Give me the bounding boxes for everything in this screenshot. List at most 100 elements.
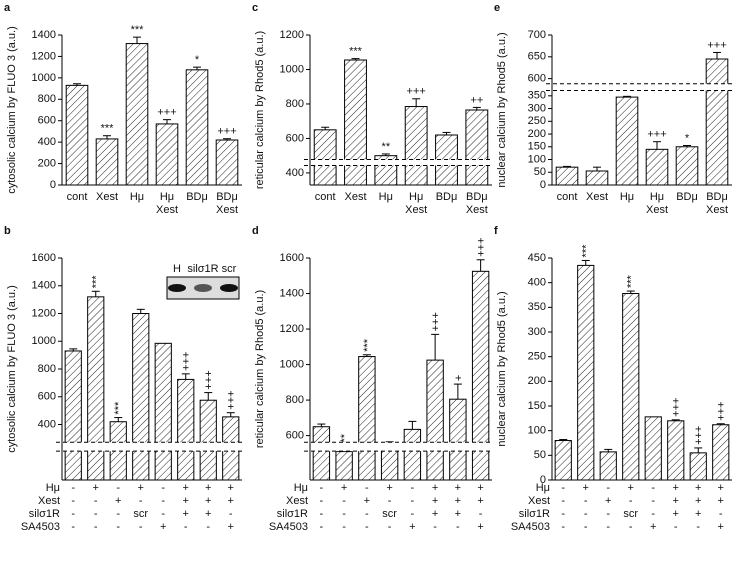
condition-value: + (364, 495, 370, 507)
condition-value: + (228, 521, 234, 533)
condition-name: Hμ (294, 482, 308, 494)
x-tick-label: cont (315, 191, 336, 203)
condition-value: + (432, 482, 438, 494)
condition-value: + (160, 521, 166, 533)
condition-value: - (629, 521, 633, 533)
condition-value: - (342, 521, 346, 533)
condition-value: - (651, 495, 655, 507)
bar (449, 398, 467, 481)
condition-value: - (584, 508, 588, 520)
condition-value: - (94, 521, 98, 533)
condition-value: + (673, 495, 679, 507)
blot-band (194, 284, 212, 292)
y-tick-label: 1000 (280, 63, 304, 75)
x-tick-label: Xest (646, 204, 668, 216)
bar (689, 452, 707, 481)
condition-value: + (695, 482, 701, 494)
condition-name: SA4503 (269, 521, 308, 533)
bar (87, 296, 105, 481)
bar (215, 139, 239, 186)
bar (335, 451, 353, 481)
bar (313, 129, 337, 186)
condition-value: + (138, 482, 144, 494)
x-tick-label: BDμ (676, 191, 698, 203)
condition-value: + (477, 482, 483, 494)
condition-value: - (606, 521, 610, 533)
condition-value: + (628, 482, 634, 494)
condition-value: - (71, 508, 75, 520)
condition-value: + (477, 521, 483, 533)
panel-letter: e (494, 2, 500, 14)
condition-value: + (583, 482, 589, 494)
condition-value: - (561, 495, 565, 507)
condition-value: + (205, 495, 211, 507)
condition-value: - (411, 495, 415, 507)
y-tick-label: 50 (534, 166, 546, 178)
x-tick-label: Xest (96, 191, 118, 203)
condition-value: + (183, 508, 189, 520)
bar (199, 399, 217, 481)
condition-value: - (116, 521, 120, 533)
y-tick-label: 1400 (32, 29, 56, 41)
condition-value: + (409, 521, 415, 533)
y-tick-label: 800 (38, 93, 56, 105)
y-tick-label: 650 (528, 51, 546, 63)
y-tick-label: 600 (38, 115, 56, 127)
bar (615, 96, 639, 186)
x-tick-label: Xest (216, 204, 238, 216)
condition-value: - (94, 508, 98, 520)
condition-value: + (228, 482, 234, 494)
x-tick-label: BDμ (436, 191, 458, 203)
condition-value: - (116, 508, 120, 520)
condition-value: - (71, 482, 75, 494)
significance: * (685, 132, 690, 144)
axis-break (304, 442, 492, 452)
condition-value: - (561, 521, 565, 533)
x-tick-label: Hμ (379, 191, 393, 203)
condition-value: - (584, 521, 588, 533)
y-tick-label: 200 (528, 128, 546, 140)
bar (312, 426, 331, 481)
x-tick-label: Xest (706, 204, 728, 216)
y-tick-label: 1400 (280, 287, 304, 299)
condition-value: + (673, 508, 679, 520)
bar (125, 43, 149, 186)
condition-value: - (584, 495, 588, 507)
significance: *** (626, 274, 638, 288)
x-tick-label: Xest (344, 191, 366, 203)
significance: +++ (707, 39, 726, 51)
y-tick-label: 1400 (32, 280, 56, 292)
y-tick-label: 1200 (32, 50, 56, 62)
y-tick-label: 0 (540, 179, 546, 191)
x-tick-label: Xest (586, 191, 608, 203)
condition-value: - (320, 508, 324, 520)
bar (555, 166, 579, 186)
bar (404, 106, 428, 186)
panel-letter: f (494, 225, 498, 237)
axis-break (304, 159, 492, 166)
bar (426, 359, 444, 481)
blot-band (220, 284, 238, 292)
x-tick-label: cont (67, 191, 88, 203)
condition-value: - (71, 495, 75, 507)
significance: *** (349, 46, 363, 58)
significance: +++ (157, 107, 176, 119)
x-tick-label: cont (557, 191, 578, 203)
bar (380, 448, 399, 481)
y-tick-label: 0 (540, 474, 546, 486)
condition-value: + (605, 495, 611, 507)
condition-value: + (673, 482, 679, 494)
condition-value: scr (382, 508, 397, 520)
y-tick-label: 1000 (32, 335, 56, 347)
condition-value: + (455, 495, 461, 507)
y-tick-label: 1000 (280, 358, 304, 370)
condition-value: - (651, 482, 655, 494)
significance: +++ (217, 126, 236, 138)
y-tick-label: 400 (38, 418, 56, 430)
condition-value: + (205, 482, 211, 494)
condition-value: + (432, 508, 438, 520)
bar (705, 58, 729, 186)
bar (403, 428, 422, 481)
y-tick-label: 1000 (32, 72, 56, 84)
